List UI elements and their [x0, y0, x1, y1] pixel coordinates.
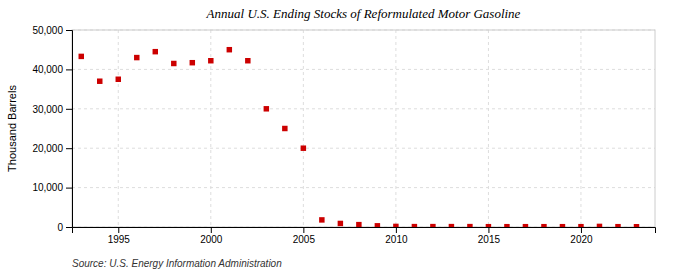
y-tick: 20,000 — [32, 143, 72, 154]
x-axis: 1995 2000 2005 2010 2015 2020 — [73, 227, 656, 245]
grid — [72, 30, 655, 227]
y-tick-mark — [66, 109, 72, 110]
y-tick-label: 0 — [57, 222, 63, 233]
point — [578, 224, 583, 227]
x-tick-mark — [118, 227, 119, 233]
y-tick: 30,000 — [32, 104, 72, 115]
y-grid-line — [72, 69, 655, 70]
point — [134, 55, 139, 60]
y-tick-mark — [66, 148, 72, 149]
x-tick: 2015 — [478, 227, 501, 245]
x-tick: 2005 — [293, 227, 316, 245]
chart-container: 1995 2000 2005 2010 2015 2020 0 10,000 20,000 30,… — [0, 0, 675, 275]
point — [449, 224, 454, 227]
y-tick-mark — [66, 69, 72, 70]
point — [393, 224, 398, 227]
y-tick: 0 — [57, 222, 72, 233]
point — [615, 224, 620, 227]
y-tick: 10,000 — [32, 182, 72, 193]
x-axis-line — [73, 228, 656, 234]
point — [245, 58, 250, 63]
point — [504, 224, 509, 227]
point — [208, 58, 213, 63]
y-tick-label: 10,000 — [32, 182, 63, 193]
point — [560, 224, 565, 227]
point — [282, 126, 287, 131]
point — [301, 145, 306, 150]
x-tick-label: 2015 — [478, 234, 501, 245]
y-grid-line — [72, 187, 655, 188]
point — [375, 223, 380, 227]
point — [467, 224, 472, 227]
y-axis-line — [66, 31, 73, 228]
x-tick: 2010 — [385, 227, 408, 245]
y-axis: 0 10,000 20,000 30,000 40,000 50,000 — [32, 25, 72, 233]
y-tick-label: 20,000 — [32, 143, 63, 154]
x-grid-line — [395, 30, 396, 227]
point — [338, 221, 343, 226]
x-tick-mark — [303, 227, 304, 233]
y-tick: 50,000 — [32, 25, 72, 36]
plot-frame — [72, 30, 655, 227]
point — [97, 78, 102, 83]
point — [634, 224, 639, 227]
point — [153, 49, 158, 54]
point — [356, 222, 361, 227]
x-tick-label: 2000 — [200, 234, 223, 245]
x-tick-label: 2020 — [570, 234, 593, 245]
point — [523, 224, 528, 227]
x-grid-line — [118, 30, 119, 227]
point — [597, 224, 602, 227]
y-tick-mark — [66, 188, 72, 189]
y-axis-label: Thousand Barrels — [6, 85, 18, 172]
y-grid-line — [72, 148, 655, 149]
x-grid-line — [488, 30, 489, 227]
x-tick-mark — [396, 227, 397, 233]
point — [227, 47, 232, 52]
chart-svg: 1995 2000 2005 2010 2015 2020 0 10,000 20,000 30,… — [0, 0, 675, 275]
x-tick-label: 2005 — [293, 234, 316, 245]
y-tick-label: 30,000 — [32, 104, 63, 115]
x-tick-mark — [211, 227, 212, 233]
x-tick: 2020 — [570, 227, 593, 245]
y-tick-label: 40,000 — [32, 64, 63, 75]
point — [486, 224, 491, 227]
x-tick-mark — [581, 227, 582, 233]
x-tick: 1995 — [108, 227, 131, 245]
title: Annual U.S. Ending Stocks of Reformulate… — [206, 6, 521, 21]
x-grid-line — [303, 30, 304, 227]
point — [171, 61, 176, 66]
y-tick-mark — [66, 227, 72, 228]
point — [116, 77, 121, 82]
plot-area: 1995 2000 2005 2010 2015 2020 0 10,000 20,000 30,… — [32, 25, 655, 245]
point — [79, 54, 84, 59]
points — [79, 47, 640, 227]
point — [541, 224, 546, 227]
point — [190, 60, 195, 65]
x-tick: 2000 — [200, 227, 223, 245]
y-tick: 40,000 — [32, 64, 72, 75]
x-tick-label: 2010 — [385, 234, 408, 245]
point — [430, 224, 435, 227]
point — [319, 217, 324, 222]
point — [264, 106, 269, 111]
x-tick-label: 1995 — [108, 234, 131, 245]
source-note: Source: U.S. Energy Information Administ… — [72, 258, 282, 269]
y-grid-line — [72, 108, 655, 109]
y-tick-mark — [66, 30, 72, 31]
x-tick-mark — [488, 227, 489, 233]
point — [412, 224, 417, 227]
y-tick-label: 50,000 — [32, 25, 63, 36]
x-grid-line — [580, 30, 581, 227]
